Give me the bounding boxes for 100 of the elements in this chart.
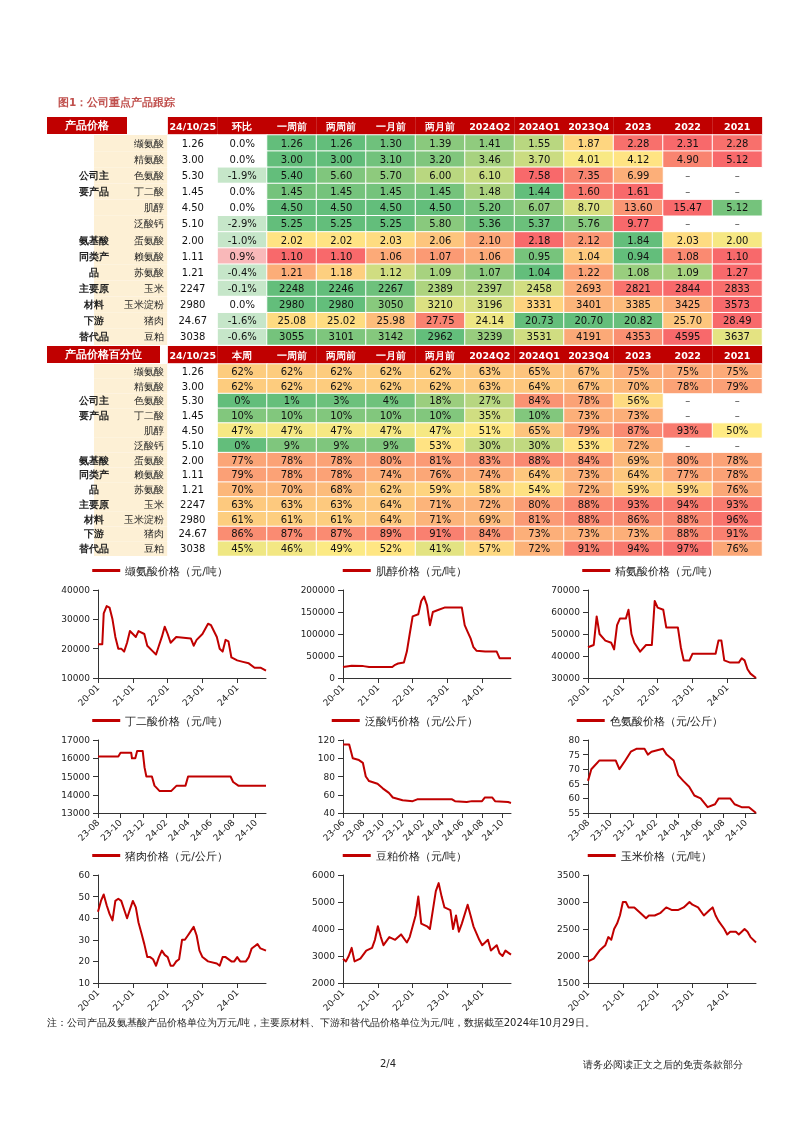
data-label: 25.08 [277, 315, 307, 327]
data-label: 96% [726, 513, 749, 525]
data-label: 51% [478, 424, 501, 436]
data-label: 9% [333, 439, 350, 451]
data-label: 84% [478, 528, 501, 540]
y-tick-label: 20 [78, 956, 91, 967]
y-tick-label: 30 [78, 934, 91, 945]
data-label: -0.6% [227, 331, 257, 343]
data-label: 64% [627, 469, 650, 481]
data-label: 67% [577, 380, 600, 392]
data-label: 70% [627, 380, 650, 392]
data-label: -0.1% [227, 282, 257, 294]
y-tick-label: 20000 [61, 643, 91, 654]
data-label: 2267 [378, 282, 404, 294]
y-tick-label: 75 [568, 749, 580, 760]
y-tick-label: 16000 [61, 753, 91, 764]
y-tick-label: 80 [323, 771, 336, 782]
data-label: 73% [577, 469, 600, 481]
data-label: 15.47 [673, 202, 703, 214]
data-label: 91% [577, 543, 600, 555]
data-label: 4.90 [676, 153, 699, 165]
data-label: 47% [231, 424, 254, 436]
y-tick-label: 80 [568, 735, 581, 745]
y-tick-label: 40000 [551, 651, 581, 661]
y-tick-label: 200000 [300, 585, 336, 595]
data-label: 1.41 [478, 137, 501, 149]
data-label: 9% [283, 439, 300, 451]
data-label: 81% [429, 454, 452, 466]
data-label: 49% [330, 543, 353, 555]
data-label: 65% [528, 424, 551, 436]
data-label: 1.26 [280, 137, 303, 149]
data-label: 2247 [180, 282, 206, 294]
data-label: 3425 [675, 299, 701, 311]
data-label: 20.70 [574, 315, 604, 327]
data-label: 6.00 [429, 169, 452, 181]
data-label: 1.45 [181, 410, 204, 422]
text: – [734, 395, 740, 407]
data-label: 0.0% [229, 186, 255, 198]
y2-tick-label: 要产品 [78, 410, 109, 422]
data-label: 89% [379, 528, 402, 540]
data-label: 1.21 [280, 266, 303, 278]
data-label: 1.48 [478, 186, 501, 198]
data-label: 10% [231, 410, 254, 422]
data-label: 5.60 [330, 169, 353, 181]
y2-tick-label: 品 [89, 484, 99, 496]
text: – [685, 395, 691, 407]
data-label: 5.70 [379, 169, 402, 181]
y-tick-label: 1500 [557, 978, 581, 988]
text: 注：公司产品及氨基酸产品价格单位为万元/吨，主要原材料、下游和替代品价格单位为元/吨，数据截至2024年10月29日。 [47, 1016, 596, 1030]
data-label: 3.00 [280, 153, 303, 165]
data-label: 73% [528, 528, 551, 540]
data-label: 2397 [477, 282, 503, 294]
data-label: 78% [726, 469, 749, 481]
data-label: 73% [627, 528, 650, 540]
legend-label: 豆粕价格（元/吨） [375, 849, 468, 862]
data-label: 0% [234, 395, 251, 407]
y2-tick-label: 氨基酸 [78, 234, 110, 246]
y-tick-label: 丁二酸 [134, 186, 164, 198]
data-label: 58% [478, 484, 501, 496]
data-label: 53% [429, 439, 452, 451]
data-label: 3.46 [478, 153, 501, 165]
y-tick-label: 50000 [551, 629, 581, 639]
data-label: -1.0% [227, 234, 257, 246]
y-tick-label: 100000 [300, 629, 336, 639]
data-label: 45% [231, 543, 254, 555]
data-label: 2.00 [726, 234, 749, 246]
data-label: 1.06 [379, 250, 402, 262]
data-label: 97% [676, 543, 699, 555]
x-tick-label: 2023Q4 [568, 349, 610, 361]
x-tick-label: 一月前 [375, 120, 406, 132]
y-tick-label: 70 [568, 764, 581, 775]
y-tick-label: 蛋氨酸 [134, 454, 164, 466]
data-label: 1.21 [181, 266, 204, 278]
data-label: 70% [280, 484, 303, 496]
data-label: 77% [676, 469, 699, 481]
data-label: 83% [478, 454, 501, 466]
data-label: 3239 [477, 331, 503, 343]
x-tick-label: 2021 [724, 120, 751, 132]
data-label: 3401 [576, 299, 602, 311]
text: – [734, 410, 740, 422]
line-series [342, 595, 512, 668]
data-label: 0.0% [229, 202, 255, 214]
data-label: 53% [577, 439, 600, 451]
data-label: 56% [627, 395, 650, 407]
data-label: 3196 [477, 299, 503, 311]
data-label: 6.10 [478, 169, 501, 181]
y-tick-label: 2500 [557, 924, 581, 934]
data-label: 0% [234, 439, 251, 451]
y-tick-label: 10000 [61, 673, 91, 683]
y-tick-label: 苏氨酸 [134, 484, 164, 496]
data-label: 75% [726, 365, 749, 377]
data-label: 1.08 [676, 250, 699, 262]
text: – [734, 169, 740, 181]
y2-tick-label: 公司主 [78, 169, 109, 181]
y2-tick-label: 同类产 [79, 469, 109, 481]
data-label: 84% [577, 454, 600, 466]
data-label: 76% [726, 543, 749, 555]
data-label: 47% [379, 424, 402, 436]
data-label: 4595 [675, 331, 701, 343]
y-axis-title: 产品价格百分位 [64, 348, 142, 361]
